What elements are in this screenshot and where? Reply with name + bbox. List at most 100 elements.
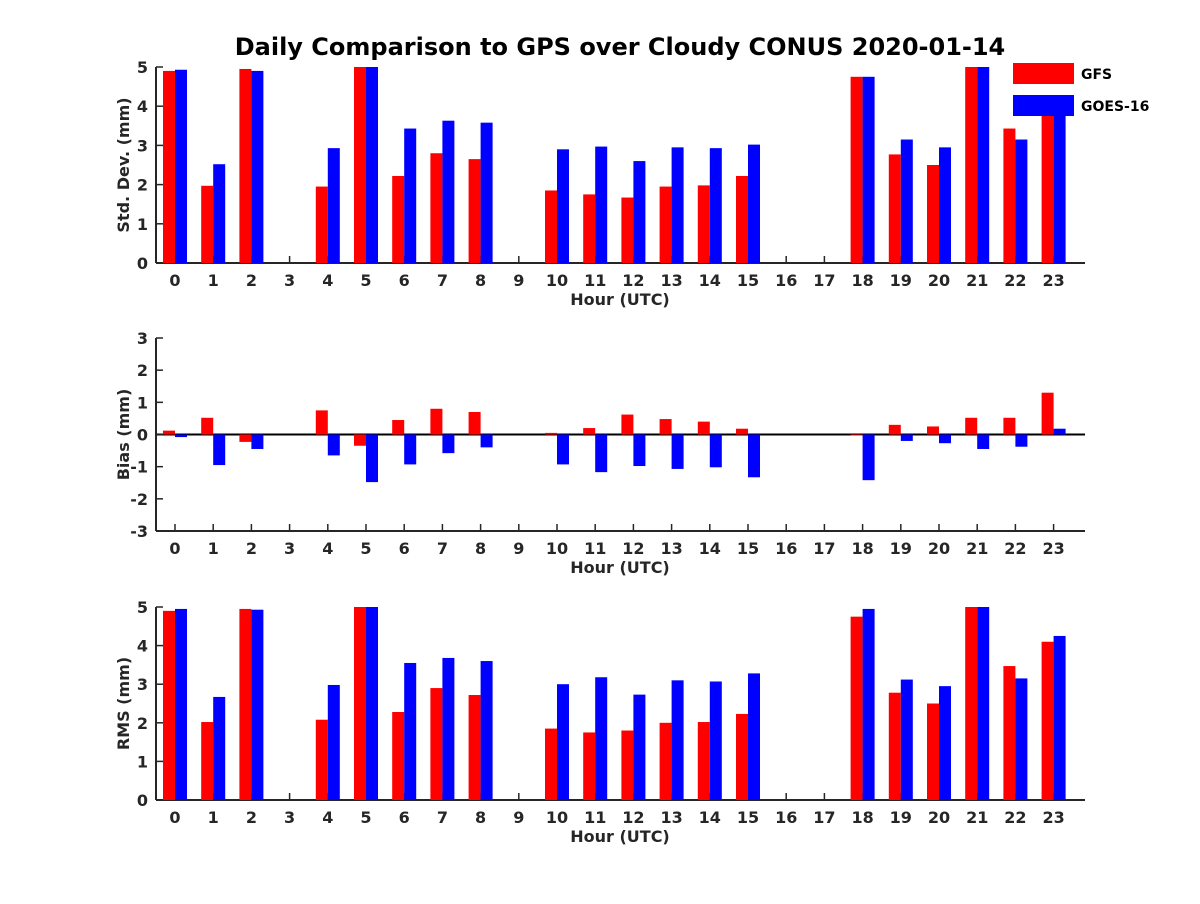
x-tick-label: 2 xyxy=(246,271,257,290)
bar-goes-16-hour-2 xyxy=(251,609,264,800)
x-tick-label: 4 xyxy=(322,539,333,558)
bar-goes-16-hour-23 xyxy=(1053,114,1066,263)
bar-goes-16-hour-18 xyxy=(862,434,875,481)
bar-goes-16-hour-0 xyxy=(175,608,187,800)
y-axis-label: Std. Dev. (mm) xyxy=(114,97,133,232)
bar-gfs-hour-8 xyxy=(468,695,481,800)
bar-goes-16-hour-22 xyxy=(1015,139,1028,263)
bar-goes-16-hour-19 xyxy=(900,434,913,441)
x-axis-label: Hour (UTC) xyxy=(570,827,670,846)
bar-gfs-hour-15 xyxy=(736,713,748,800)
y-tick-label: 2 xyxy=(137,176,148,195)
x-tick-label: 12 xyxy=(622,539,644,558)
bar-goes-16-hour-7 xyxy=(442,434,455,454)
x-tick-label: 13 xyxy=(660,808,682,827)
bar-gfs-hour-6 xyxy=(392,711,405,800)
bar-gfs-hour-14 xyxy=(697,421,710,435)
x-tick-label: 11 xyxy=(584,808,606,827)
bar-gfs-hour-12 xyxy=(621,197,634,263)
bar-goes-16-hour-5 xyxy=(366,67,378,263)
x-tick-label: 14 xyxy=(699,539,721,558)
y-tick-label: -2 xyxy=(130,490,148,509)
bar-goes-16-hour-13 xyxy=(671,680,684,800)
bar-gfs-hour-7 xyxy=(430,688,443,800)
y-tick-label: 5 xyxy=(137,598,148,617)
bar-gfs-hour-0 xyxy=(163,430,175,435)
y-tick-label: 1 xyxy=(137,215,148,234)
y-tick-label: 5 xyxy=(137,58,148,77)
bar-gfs-hour-20 xyxy=(927,703,939,800)
x-tick-label: 1 xyxy=(208,271,219,290)
bar-goes-16-hour-1 xyxy=(213,434,226,466)
bar-gfs-hour-23 xyxy=(1041,114,1054,263)
bar-goes-16-hour-12 xyxy=(633,434,646,467)
y-tick-label: 0 xyxy=(137,426,148,445)
bar-gfs-hour-2 xyxy=(239,434,252,442)
bar-goes-16-hour-15 xyxy=(748,673,760,800)
bar-gfs-hour-12 xyxy=(621,730,634,800)
y-tick-label: -3 xyxy=(130,522,148,541)
y-tick-label: 3 xyxy=(137,136,148,155)
bar-gfs-hour-6 xyxy=(392,420,405,435)
y-axis-label: RMS (mm) xyxy=(114,657,133,750)
bar-goes-16-hour-10 xyxy=(557,684,569,800)
bar-gfs-hour-22 xyxy=(1003,128,1016,263)
bar-gfs-hour-13 xyxy=(659,722,672,800)
bar-gfs-hour-22 xyxy=(1003,666,1016,800)
bar-gfs-hour-10 xyxy=(545,728,557,800)
x-tick-label: 19 xyxy=(890,808,912,827)
bar-gfs-hour-1 xyxy=(201,417,214,435)
bar-goes-16-hour-20 xyxy=(939,434,951,444)
x-tick-label: 15 xyxy=(737,271,759,290)
x-tick-label: 9 xyxy=(513,808,524,827)
bar-gfs-hour-4 xyxy=(315,410,328,435)
x-tick-label: 11 xyxy=(584,271,606,290)
bar-goes-16-hour-21 xyxy=(977,607,990,800)
bar-gfs-hour-0 xyxy=(163,610,175,800)
x-tick-label: 20 xyxy=(928,808,950,827)
bar-goes-16-hour-2 xyxy=(251,70,264,263)
y-tick-label: 4 xyxy=(137,97,148,116)
x-tick-label: 5 xyxy=(360,808,371,827)
bar-goes-16-hour-13 xyxy=(671,147,684,263)
bar-gfs-hour-5 xyxy=(354,434,366,446)
legend-label-goes-16: GOES-16 xyxy=(1081,99,1149,115)
bar-goes-16-hour-5 xyxy=(366,607,378,800)
bar-gfs-hour-19 xyxy=(888,154,901,263)
bar-goes-16-hour-10 xyxy=(557,149,569,263)
bar-goes-16-hour-0 xyxy=(175,69,187,263)
x-tick-label: 12 xyxy=(622,808,644,827)
x-tick-label: 23 xyxy=(1042,808,1064,827)
bar-goes-16-hour-13 xyxy=(671,434,684,469)
x-tick-label: 9 xyxy=(513,271,524,290)
bar-gfs-hour-11 xyxy=(583,194,596,263)
bar-gfs-hour-22 xyxy=(1003,417,1016,435)
bar-goes-16-hour-8 xyxy=(480,661,493,800)
x-tick-label: 13 xyxy=(660,539,682,558)
bar-goes-16-hour-19 xyxy=(900,139,913,263)
x-tick-label: 22 xyxy=(1004,808,1026,827)
bar-gfs-hour-14 xyxy=(697,722,710,800)
legend: GFS GOES-16 xyxy=(1013,63,1149,116)
x-tick-label: 21 xyxy=(966,271,988,290)
x-tick-label: 15 xyxy=(737,808,759,827)
bar-gfs-hour-18 xyxy=(850,616,863,800)
bar-gfs-hour-23 xyxy=(1041,641,1054,800)
y-tick-label: 3 xyxy=(137,329,148,348)
x-tick-label: 0 xyxy=(169,808,180,827)
x-tick-label: 10 xyxy=(546,271,568,290)
x-tick-label: 6 xyxy=(399,808,410,827)
bar-goes-16-hour-19 xyxy=(900,679,913,800)
bar-goes-16-hour-22 xyxy=(1015,678,1028,800)
bar-goes-16-hour-11 xyxy=(595,146,608,263)
y-tick-label: 0 xyxy=(137,791,148,810)
bar-goes-16-hour-8 xyxy=(480,122,493,263)
bar-gfs-hour-23 xyxy=(1041,392,1054,435)
bar-gfs-hour-10 xyxy=(545,190,557,263)
bar-goes-16-hour-6 xyxy=(404,434,417,465)
bar-goes-16-hour-20 xyxy=(939,147,951,263)
x-tick-label: 23 xyxy=(1042,539,1064,558)
x-tick-label: 0 xyxy=(169,271,180,290)
